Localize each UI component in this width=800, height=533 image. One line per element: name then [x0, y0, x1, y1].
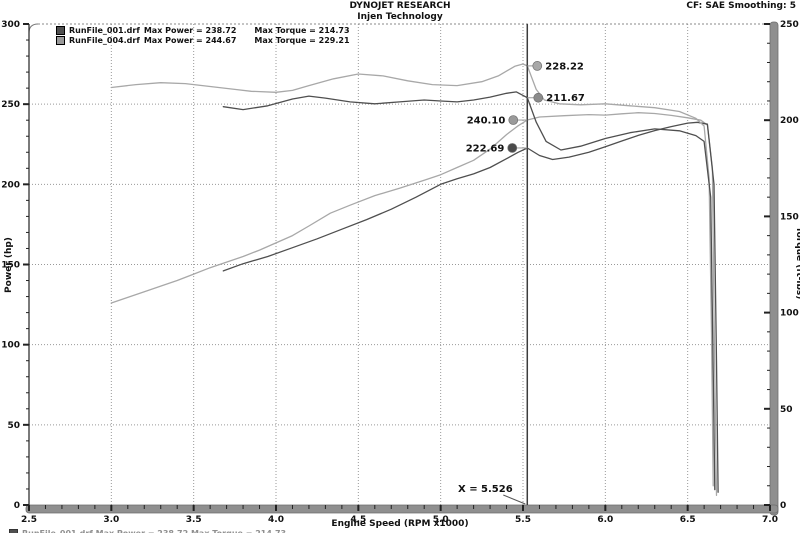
- clipped-footer-legend: RunFile_001.drf Max Power = 238.72 Max T…: [9, 529, 529, 533]
- x-axis-tick-label: 3.0: [103, 515, 119, 525]
- curve-runfile_001-torque: [222, 91, 716, 491]
- run2-color-swatch-icon: [56, 35, 65, 45]
- x-axis-tick-label: 6.0: [597, 515, 613, 525]
- right-axis-tick-label: 150: [780, 212, 799, 222]
- run2-max-torque: Max Torque = 229.21: [254, 35, 350, 45]
- x-axis-tick-label: 5.0: [433, 515, 449, 525]
- left-axis-title: Power (hp): [4, 237, 14, 293]
- right-axis-tick-label: 250: [780, 20, 799, 30]
- left-axis-tick-label: 150: [1, 261, 20, 271]
- left-axis-tick-label: 200: [1, 180, 20, 190]
- cursor-marker-value: 211.67: [546, 93, 585, 104]
- cursor-marker: [507, 143, 518, 153]
- left-axis-tick-label: 50: [7, 421, 20, 431]
- curve-runfile_004-torque: [110, 63, 714, 487]
- run-legend: RunFile_001.drf Max Power = 238.72 Max T…: [56, 26, 350, 45]
- curve-runfile_001-power: [222, 121, 719, 493]
- footer-clipped-text: RunFile_001.drf Max Power = 238.72 Max T…: [22, 529, 286, 533]
- legend-row-run1[interactable]: RunFile_001.drf Max Power = 238.72 Max T…: [56, 26, 350, 36]
- left-axis-tick-label: 300: [1, 20, 20, 30]
- cursor-callout-line: [503, 494, 526, 505]
- correction-smoothing-info: CF: SAE Smoothing: 5: [686, 1, 796, 11]
- run1-max-torque: Max Torque = 214.73: [254, 26, 350, 35]
- run1-file-label: RunFile_001.drf: [69, 26, 140, 35]
- x-axis-tick-label: 6.5: [680, 515, 696, 525]
- legend-row-run2[interactable]: RunFile_004.drf Max Power = 244.67 Max T…: [56, 36, 350, 46]
- run1-color-swatch-icon: [56, 26, 65, 36]
- left-axis-tick-label: 250: [1, 100, 20, 110]
- cursor-marker-value: 240.10: [467, 116, 506, 127]
- x-axis-tick-label: 4.5: [350, 515, 366, 525]
- cursor-marker: [508, 115, 519, 125]
- cursor-marker-value: 222.69: [466, 143, 505, 154]
- left-axis-tick-label: 0: [14, 501, 20, 511]
- right-axis-tick-label: 200: [780, 116, 799, 126]
- right-axis-tick-label: 50: [780, 405, 793, 415]
- page-subtitle: Injen Technology: [357, 12, 443, 22]
- cursor-marker-value: 228.22: [545, 61, 584, 72]
- x-axis-tick-label: 5.5: [515, 515, 531, 525]
- right-axis-title: Torque (ft-lbs): [794, 226, 800, 300]
- plot-top-corner: [28, 23, 39, 34]
- x-axis-tick-label: 3.5: [186, 515, 202, 525]
- x-axis-tick-label: 7.0: [762, 515, 778, 525]
- right-axis-tick-label: 0: [780, 501, 786, 511]
- left-axis-tick-label: 100: [1, 341, 20, 351]
- right-axis-bar: [769, 21, 779, 516]
- cursor-x-readout: X = 5.526: [458, 484, 513, 495]
- x-axis-tick-label: 2.5: [21, 515, 37, 525]
- run1-max-power: Max Power = 238.72: [143, 26, 237, 35]
- run2-max-power: Max Power = 244.67: [143, 35, 237, 45]
- cursor-marker: [533, 92, 544, 103]
- curve-runfile_004-power: [110, 112, 718, 497]
- cursor-marker: [532, 61, 543, 71]
- footer-color-swatch-icon: [9, 529, 18, 533]
- page-title: DYNOJET RESEARCH: [349, 1, 451, 11]
- right-axis-tick-label: 100: [780, 309, 799, 319]
- bottom-axis-bar: [25, 504, 779, 514]
- x-axis-tick-label: 4.0: [268, 515, 284, 525]
- run2-file-label: RunFile_004.drf: [69, 35, 140, 45]
- x-axis-title: Engine Speed (RPM x1000): [331, 519, 469, 529]
